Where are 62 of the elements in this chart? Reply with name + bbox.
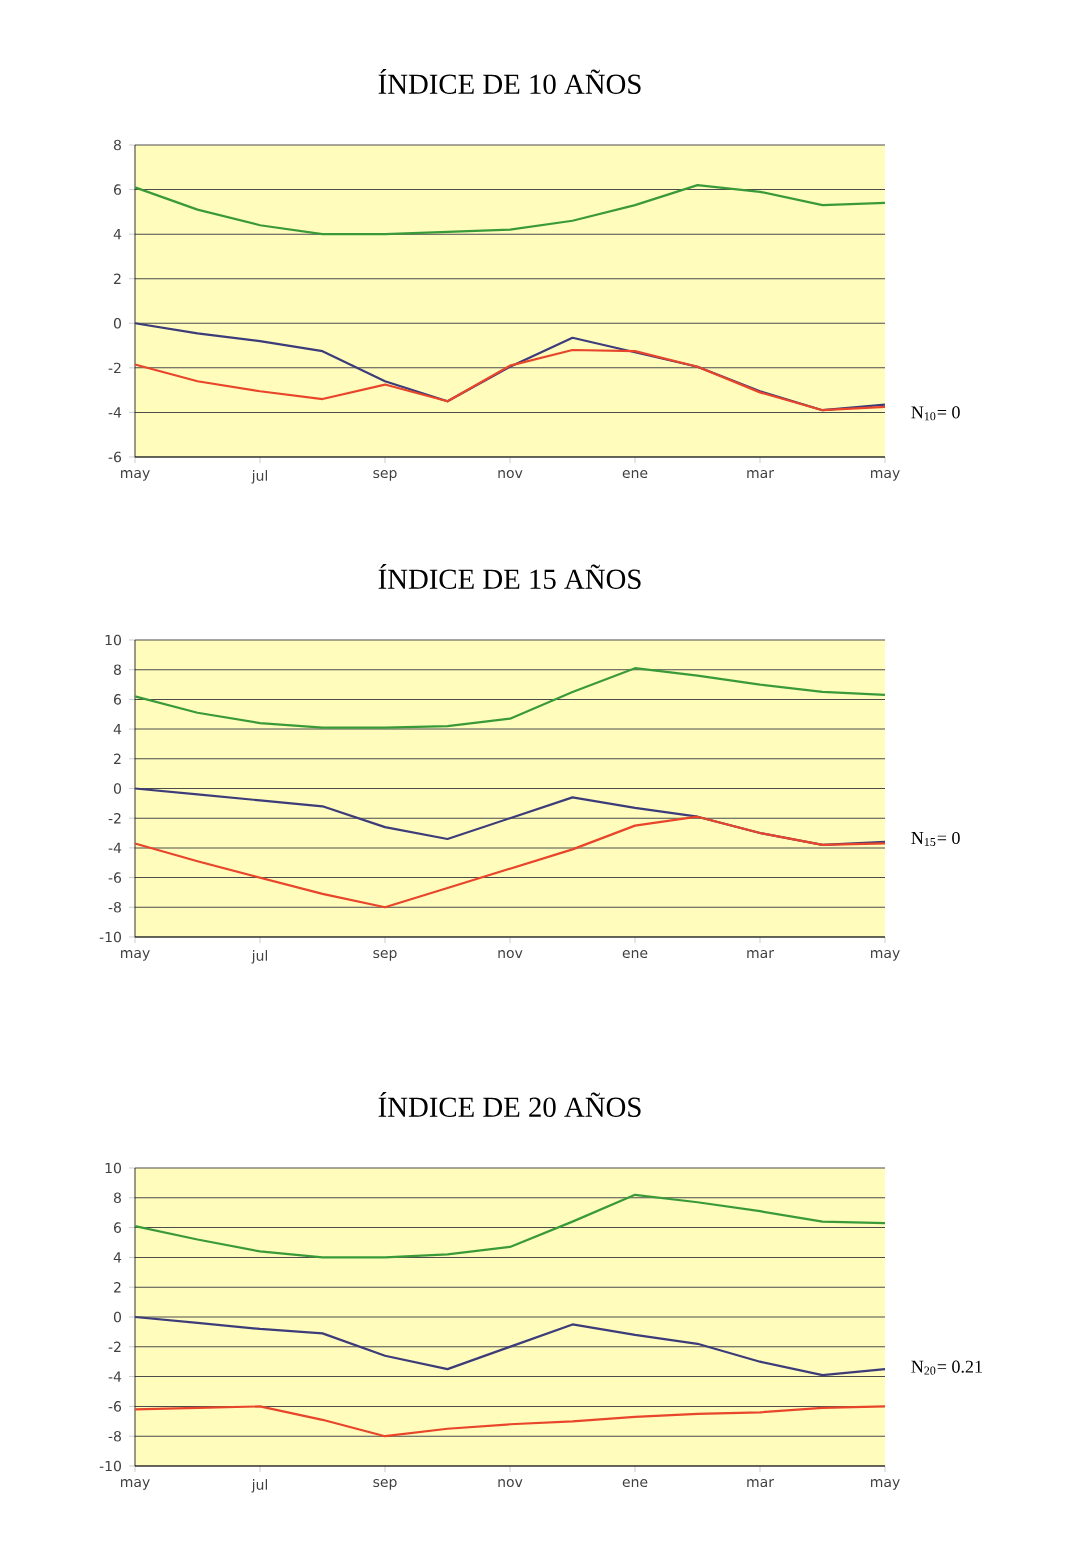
x-tick-label: jul [251,950,268,964]
text: N$_{10}$= 0 [911,406,960,421]
y-tick-label: -10 [99,931,121,943]
y-tick-label: 2 [114,273,121,284]
x-tick-label: sep [373,1479,397,1490]
y-tick-label: -4 [108,407,122,418]
x-tick-label: may [871,950,900,961]
x-tick-label: may [121,1479,150,1490]
x-tick-label: may [871,1479,900,1490]
line-series [133,1193,887,1259]
line-series [133,348,887,412]
y-tick-label: 8 [113,1192,121,1204]
text: N$_{15}$= 0 [911,831,960,847]
y-tick-label: 4 [113,229,122,240]
y-tick-label: -2 [108,362,121,374]
y-tick-label: 0 [113,1311,121,1323]
x-tick-label: nov [498,470,523,479]
y-tick-label: -4 [108,842,122,853]
line-series [133,1405,887,1438]
y-tick-label: 0 [113,783,121,794]
y-tick-label: 8 [113,664,121,675]
x-tick-label: mar [747,1479,774,1488]
x-tick-label: may [871,470,900,481]
y-tick-label: -2 [108,813,121,824]
y-tick-label: -10 [99,1460,121,1472]
text: N$_{20}$= 0.21 [911,1360,982,1375]
x-tick-label: jul [251,470,268,484]
y-tick-label: 0 [113,317,121,329]
x-tick-label: ene [622,950,648,959]
x-tick-label: jul [251,1479,268,1493]
x-tick-label: sep [373,950,397,961]
y-tick-label: 10 [105,634,121,646]
line-series [133,667,887,729]
y-tick-label: 10 [105,1162,121,1174]
x-tick-label: nov [498,1479,523,1488]
y-tick-label: 2 [114,753,121,764]
chart-title: ÍNDICE DE 10 AÑOS [378,68,641,94]
x-tick-label: mar [747,470,774,479]
y-tick-label: 4 [113,724,122,735]
y-tick-label: -2 [108,1341,121,1352]
y-tick-label: -8 [108,902,121,913]
x-tick-label: sep [373,470,397,481]
y-tick-label: 4 [113,1252,122,1263]
y-tick-label: -6 [108,872,122,883]
y-tick-label: 6 [114,694,122,705]
y-tick-label: 8 [113,139,121,151]
line-series [133,184,887,236]
x-tick-label: mar [747,950,774,959]
y-tick-label: 6 [114,184,122,195]
chart-title: ÍNDICE DE 20 AÑOS [378,1091,641,1117]
x-tick-label: may [121,470,150,481]
y-tick-label: 2 [114,1282,121,1293]
y-tick-label: -6 [108,1401,122,1412]
x-tick-label: ene [622,470,648,479]
y-tick-label: 6 [114,1222,122,1233]
x-tick-label: may [121,950,150,961]
x-tick-label: nov [498,950,523,959]
y-tick-label: -6 [108,451,122,463]
y-tick-label: -4 [108,1371,122,1382]
y-tick-label: -8 [108,1430,121,1442]
chart-title: ÍNDICE DE 15 AÑOS [378,563,641,589]
x-tick-label: ene [622,1479,648,1488]
